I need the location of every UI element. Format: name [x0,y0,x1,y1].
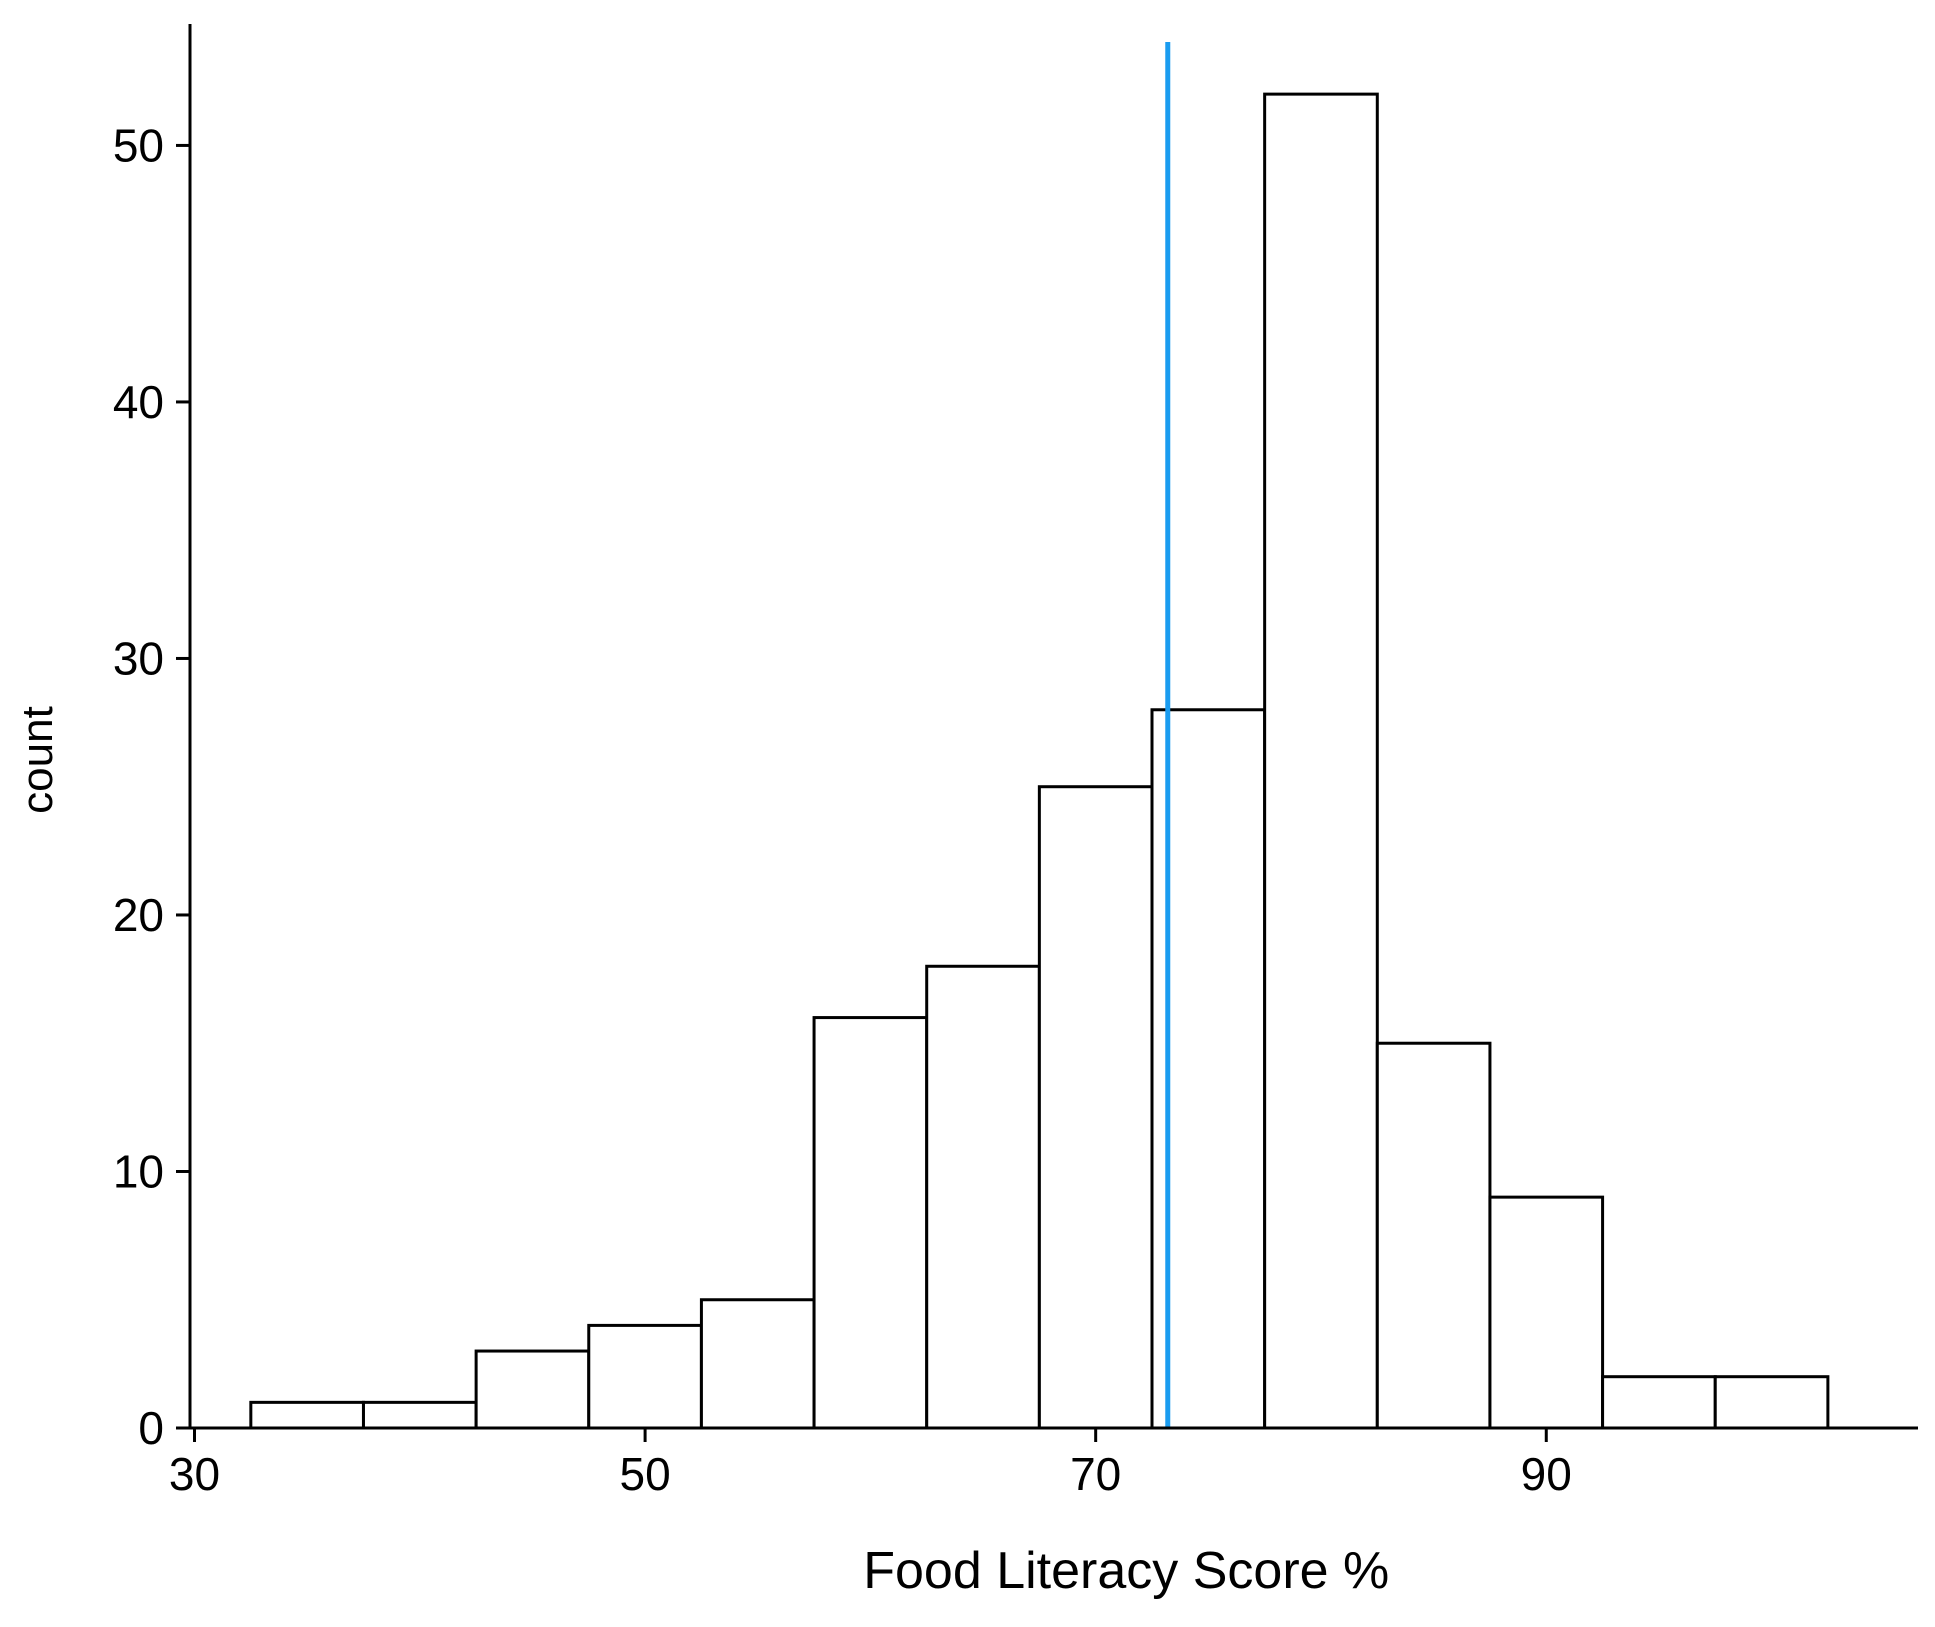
histogram-bar-9 [1150,708,1267,1430]
x-tick-label: 30 [169,1448,220,1500]
bars-layer [249,92,1830,1430]
y-tick-label: 30 [113,632,164,684]
histogram-bar-14 [1713,1375,1830,1430]
axes-layer [188,24,1918,1430]
histogram-bar-6 [812,1016,929,1430]
y-tick-label: 20 [113,889,164,941]
x-tick-label: 70 [1070,1448,1121,1500]
histogram-bar-1 [249,1400,365,1430]
x-axis-title: Food Literacy Score % [863,1542,1389,1600]
histogram-bar-7 [925,964,1041,1430]
y-tick-label: 40 [113,376,164,428]
histogram-bar-3 [474,1349,591,1430]
histogram-bar-5 [699,1298,816,1430]
histogram-bar-8 [1037,785,1154,1430]
y-tick-label: 0 [138,1402,164,1454]
x-tick-label: 90 [1521,1448,1572,1500]
histogram-bar-10 [1263,92,1379,1430]
y-axis-title: count [13,706,62,814]
y-tick-label: 10 [113,1145,164,1197]
y-tick-label: 50 [113,119,164,171]
y-ticks: 0 10 20 30 40 50 [113,119,190,1454]
histogram-bar-12 [1488,1195,1605,1430]
x-tick-label: 50 [620,1448,671,1500]
histogram-bar-13 [1601,1375,1717,1430]
x-ticks: 30 50 70 90 [169,1428,1572,1500]
histogram-bar-2 [361,1400,478,1430]
histogram-bar-4 [587,1323,703,1430]
histogram-bar-11 [1375,1041,1492,1430]
